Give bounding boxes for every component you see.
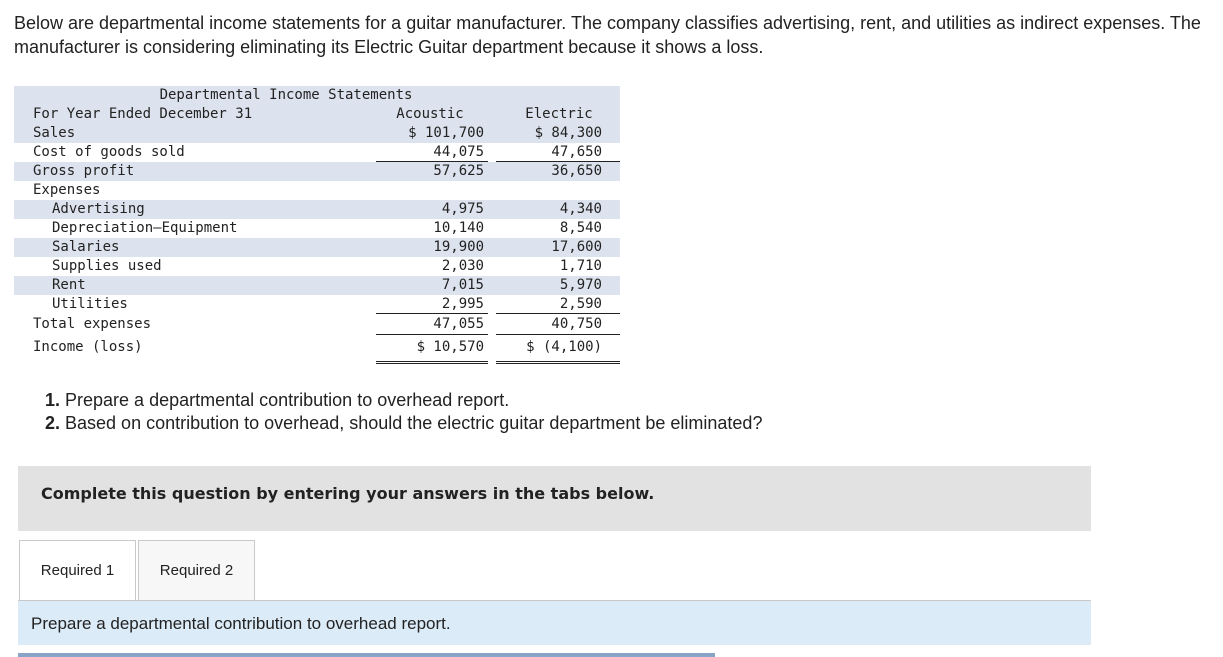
row-label: Income (loss) xyxy=(33,339,143,355)
table-row-depreciation: Depreciation—Equipment 10,140 8,540 xyxy=(14,219,620,238)
acoustic-value: 2,030 xyxy=(441,258,484,274)
tab-required-1[interactable]: Required 1 xyxy=(19,540,136,601)
electric-value: 17,600 xyxy=(551,239,602,255)
tab-required-2[interactable]: Required 2 xyxy=(138,540,255,600)
acoustic-value: $ 10,570 xyxy=(416,339,484,355)
table-row-total-expenses: Total expenses 47,055 40,750 xyxy=(14,314,620,335)
scroll-indicator-bar xyxy=(18,653,715,657)
acoustic-value: 57,625 xyxy=(433,163,484,179)
question-text: Prepare a departmental contribution to o… xyxy=(60,390,510,410)
period-label: For Year Ended December 31 xyxy=(33,106,253,122)
row-label: Cost of goods sold xyxy=(33,144,185,160)
electric-value: 5,970 xyxy=(559,277,602,293)
acoustic-value: $ 101,700 xyxy=(408,125,484,141)
table-row-supplies: Supplies used 2,030 1,710 xyxy=(14,257,620,276)
electric-value: $ 84,300 xyxy=(534,125,602,141)
electric-value: $ (4,100) xyxy=(526,339,602,355)
row-label: Utilities xyxy=(52,296,128,312)
acoustic-header: Acoustic xyxy=(396,106,464,122)
electric-value: 40,750 xyxy=(551,316,602,332)
problem-intro: Below are departmental income statements… xyxy=(14,13,1201,57)
electric-value: 47,650 xyxy=(551,144,602,160)
row-label: Gross profit xyxy=(33,163,135,179)
panel-text: Prepare a departmental contribution to o… xyxy=(31,614,451,633)
question-text: Based on contribution to overhead, shoul… xyxy=(60,413,763,433)
table-row-utilities: Utilities 2,995 2,590 xyxy=(14,295,620,314)
table-row-sales: Sales $ 101,700 $ 84,300 xyxy=(14,124,620,143)
row-label: Rent xyxy=(52,277,86,293)
instruction-text: Complete this question by entering your … xyxy=(41,484,655,503)
table-row-expenses: Expenses xyxy=(14,181,620,200)
electric-value: 4,340 xyxy=(559,201,602,217)
question-number: 2. xyxy=(45,413,61,433)
question-1: 1. Prepare a departmental contribution t… xyxy=(45,389,762,412)
question-2: 2. Based on contribution to overhead, sh… xyxy=(45,412,762,435)
row-label: Depreciation—Equipment xyxy=(52,220,238,236)
row-label: Salaries xyxy=(52,239,120,255)
acoustic-value: 19,900 xyxy=(433,239,484,255)
row-label: Total expenses xyxy=(33,316,152,332)
tab-divider xyxy=(18,600,1091,601)
electric-value: 1,710 xyxy=(559,258,602,274)
statement-title: Departmental Income Statements xyxy=(159,87,413,103)
table-row-rent: Rent 7,015 5,970 xyxy=(14,276,620,295)
tab-panel-instruction: Prepare a departmental contribution to o… xyxy=(18,601,1091,645)
acoustic-value: 47,055 xyxy=(433,316,484,332)
table-row-salaries: Salaries 19,900 17,600 xyxy=(14,238,620,257)
acoustic-value: 4,975 xyxy=(441,201,484,217)
row-label: Advertising xyxy=(52,201,145,217)
table-row-advertising: Advertising 4,975 4,340 xyxy=(14,200,620,219)
electric-value: 2,590 xyxy=(559,296,602,312)
electric-value: 36,650 xyxy=(551,163,602,179)
acoustic-value: 10,140 xyxy=(433,220,484,236)
electric-header: Electric xyxy=(525,106,593,122)
income-statement-table: Departmental Income Statements For Year … xyxy=(14,86,620,364)
statement-header-row: For Year Ended December 31 Acoustic Elec… xyxy=(14,105,620,124)
row-label: Supplies used xyxy=(52,258,162,274)
acoustic-value: 44,075 xyxy=(433,144,484,160)
row-label: Sales xyxy=(33,125,76,141)
acoustic-value: 2,995 xyxy=(441,296,484,312)
instruction-banner: Complete this question by entering your … xyxy=(18,466,1091,531)
electric-value: 8,540 xyxy=(559,220,602,236)
row-label: Expenses xyxy=(33,182,101,198)
statement-title-row: Departmental Income Statements xyxy=(14,86,620,105)
acoustic-value: 7,015 xyxy=(441,277,484,293)
table-row-gross-profit: Gross profit 57,625 36,650 xyxy=(14,162,620,181)
table-row-cogs: Cost of goods sold 44,075 47,650 xyxy=(14,143,620,162)
table-row-income: Income (loss) $ 10,570 $ (4,100) xyxy=(14,335,620,364)
question-number: 1. xyxy=(45,390,61,410)
question-list: 1. Prepare a departmental contribution t… xyxy=(45,389,762,435)
